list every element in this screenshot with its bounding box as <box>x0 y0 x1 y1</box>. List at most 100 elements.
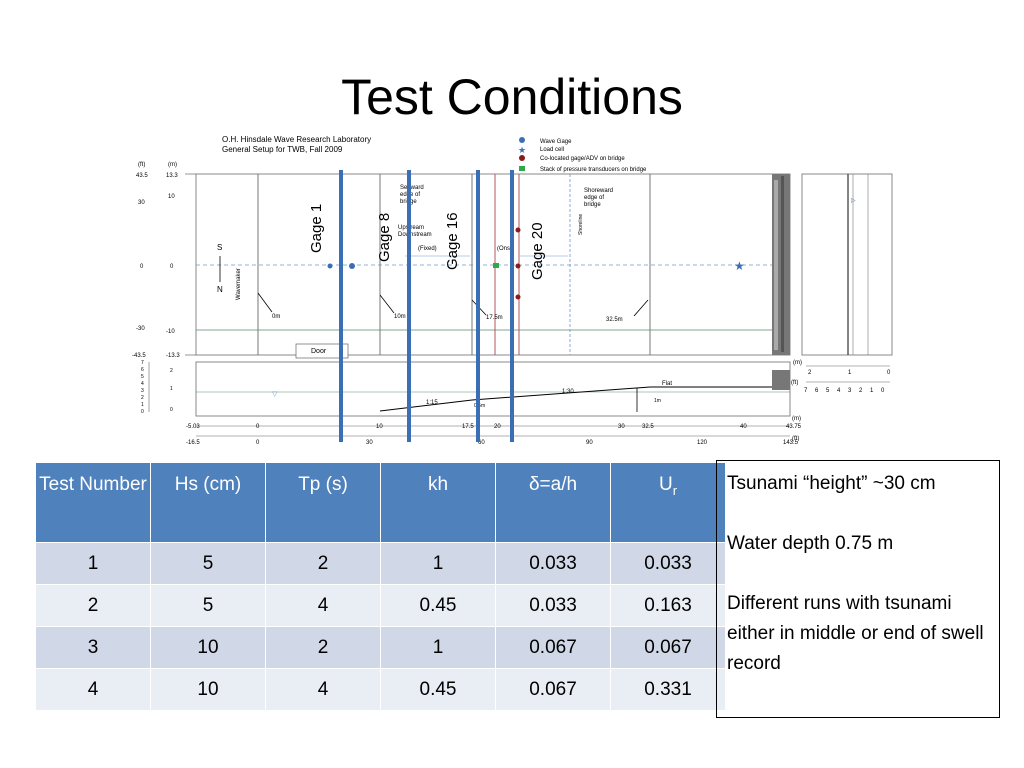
x-ft-tick: -16.5 <box>186 440 200 446</box>
header-tp: Tp (s) <box>265 462 381 543</box>
profile-m-tick: 0 <box>170 407 173 413</box>
table-row: 2 5 4 0.45 0.033 0.163 <box>35 584 726 627</box>
right-ft-tick: 6 <box>815 388 819 394</box>
x-m-tick: 40 <box>740 424 747 430</box>
x-ft-tick: 60 <box>478 440 485 446</box>
bathymetry-profile <box>379 386 772 412</box>
right-ft-tick: 7 <box>804 388 808 394</box>
cell-delta: 0.033 <box>495 584 611 627</box>
door-box <box>295 343 349 359</box>
left-unit-m: (m) <box>168 162 177 168</box>
cell-hs: 5 <box>150 542 266 585</box>
wave-gage-marker <box>349 263 355 269</box>
profile-ft-tick: 4 <box>141 381 144 387</box>
position-32-5m: 32.5m <box>606 317 623 323</box>
position-10m: 10m <box>394 314 406 320</box>
shoreward-label-3: bridge <box>584 202 601 208</box>
left-ft-tick: 30 <box>138 200 145 206</box>
cell-tp: 2 <box>265 626 381 669</box>
note-tsunami-height: Tsunami “height” ~30 cm <box>727 473 936 494</box>
n-label: N <box>217 285 223 294</box>
profile-frame <box>195 361 791 417</box>
gage-16-label: Gage 16 <box>444 212 461 270</box>
header-delta: δ=a/h <box>495 462 611 543</box>
co-located-marker <box>515 294 521 300</box>
legend-wave-gage-icon <box>519 137 525 143</box>
depth-1m: 1m <box>654 398 661 404</box>
x-ft-tick: 0 <box>256 440 260 446</box>
x-ft-tick: 30 <box>366 440 373 446</box>
cell-hs: 5 <box>150 584 266 627</box>
end-view-frame <box>801 173 893 356</box>
profile-m-tick: 2 <box>170 368 173 374</box>
cell-tp: 4 <box>265 668 381 711</box>
gage-20-label: Gage 20 <box>529 222 546 280</box>
lab-title-2: General Setup for TWB, Fall 2009 <box>222 145 343 154</box>
left-m-tick: -13.3 <box>166 353 180 359</box>
x-ft-tick: 143.5 <box>783 440 799 446</box>
cell-ur: 0.033 <box>610 542 726 585</box>
fixed-label: (Fixed) <box>418 246 437 252</box>
cell-kh: 1 <box>380 626 496 669</box>
cell-hs: 10 <box>150 668 266 711</box>
co-located-marker <box>515 263 521 269</box>
position-17-5m: 17.5m <box>486 315 503 321</box>
cell-tp: 4 <box>265 584 381 627</box>
right-unit-m: (m) <box>793 360 802 366</box>
flat-label: Flat <box>662 381 672 387</box>
x-m-tick: 10 <box>376 424 383 430</box>
load-cell-marker: ★ <box>734 259 745 273</box>
legend-pressure-stack: Stack of pressure transducers on bridge <box>540 167 647 173</box>
svg-text:▽: ▽ <box>272 391 278 398</box>
cell-kh: 0.45 <box>380 668 496 711</box>
left-ft-tick: 43.5 <box>136 173 148 179</box>
wavemaker-label: Wavemaker <box>236 268 242 300</box>
x-unit-ft: (ft) <box>792 436 799 442</box>
profile-ft-tick: 7 <box>141 360 144 366</box>
legend-load-cell-icon: ★ <box>518 145 526 155</box>
gage-8-label: Gage 8 <box>376 212 393 262</box>
right-m-tick: 2 <box>808 370 812 376</box>
right-ft-tick: 0 <box>881 388 885 394</box>
profile-ft-tick: 3 <box>141 388 144 394</box>
legend-co-located: Co-located gage/ADV on bridge <box>540 156 625 162</box>
left-ft-tick: 0 <box>140 264 144 270</box>
right-unit-ft: (ft) <box>791 380 798 386</box>
legend-co-located-icon <box>519 155 525 161</box>
left-m-tick: 0 <box>170 264 174 270</box>
slope-1-30: 1:30 <box>562 389 574 395</box>
co-located-marker <box>515 227 521 233</box>
x-m-tick: -5.03 <box>186 424 200 430</box>
cell-delta: 0.067 <box>495 668 611 711</box>
cell-delta: 0.067 <box>495 626 611 669</box>
right-ft-tick: 3 <box>848 388 852 394</box>
seaward-label-1: Seaward <box>400 185 424 191</box>
door-label: Door <box>311 348 327 355</box>
right-m-tick: 0 <box>887 370 891 376</box>
downstream-label: Downstream <box>398 232 432 238</box>
profile-m-tick: 1 <box>170 386 173 392</box>
note-water-depth: Water depth 0.75 m <box>727 533 894 554</box>
wave-lab-setup-diagram: O.H. Hinsdale Wave Research Laboratory G… <box>132 135 893 446</box>
header-kh: kh <box>380 462 496 543</box>
right-m-tick: 1 <box>848 370 852 376</box>
shoreline-label: Shoreline <box>578 214 584 235</box>
cell-delta: 0.033 <box>495 542 611 585</box>
cell-ur: 0.163 <box>610 584 726 627</box>
table-row: 4 10 4 0.45 0.067 0.331 <box>35 668 726 711</box>
profile-ft-tick: 1 <box>141 402 144 408</box>
profile-ft-tick: 0 <box>141 409 144 415</box>
slide-title: Test Conditions <box>341 69 683 125</box>
left-m-tick: 10 <box>168 194 175 200</box>
cell-kh: 0.45 <box>380 584 496 627</box>
pressure-stack-marker <box>493 263 499 268</box>
x-ft-tick: 90 <box>586 440 593 446</box>
test-conditions-table: Test Number Hs (cm) Tp (s) kh δ=a/h Ur 1… <box>35 462 726 711</box>
upstream-label: Upstream <box>398 225 424 231</box>
left-ft-tick: -43.5 <box>132 353 146 359</box>
x-m-tick: 17.5 <box>462 424 474 430</box>
cell-test-number: 2 <box>35 584 151 627</box>
legend-load-cell: Load cell <box>540 147 564 153</box>
right-ft-tick: 1 <box>870 388 874 394</box>
x-unit-m: (m) <box>792 416 801 422</box>
